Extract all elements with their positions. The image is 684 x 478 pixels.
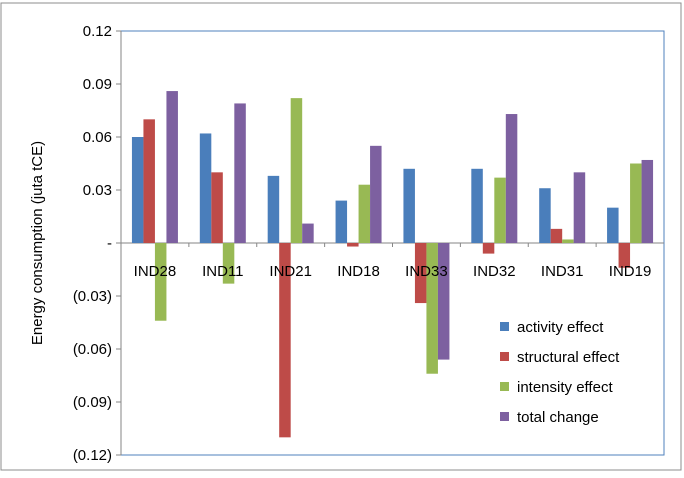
bar-ind33-total-change [437, 243, 450, 360]
bar-ind32-activity-effect [471, 168, 483, 243]
bar-ind19-structural-effect [618, 243, 631, 268]
legend-swatch [500, 322, 509, 331]
legend-swatch [500, 412, 509, 421]
bar-ind19-total-change [641, 159, 654, 243]
y-tick-label: (0.06) [73, 341, 112, 358]
bar-ind21-activity-effect [267, 175, 280, 243]
bar-ind33-structural-effect [414, 243, 427, 304]
bar-ind31-structural-effect [550, 228, 563, 243]
y-tick-label: (0.03) [73, 288, 112, 305]
legend: activity effect structural effect intensit… [500, 319, 620, 426]
bar-ind31-activity-effect [539, 188, 551, 243]
x-tick-label: IND21 [269, 263, 312, 280]
y-tick-label: - [107, 235, 112, 252]
y-tick-label: 0.12 [83, 23, 112, 40]
y-tick-label: 0.03 [83, 182, 112, 199]
bar-ind21-total-change [302, 223, 314, 243]
bar-ind33-intensity-effect [426, 243, 438, 374]
bar-ind18-intensity-effect [358, 184, 371, 243]
legend-label: activity effect [517, 319, 604, 336]
bar-ind28-structural-effect [143, 119, 155, 243]
bar-ind11-structural-effect [211, 172, 223, 243]
y-axis-title: Energy consumption (juta tCE) [29, 141, 46, 345]
bar-ind19-activity-effect [607, 207, 619, 243]
bar-ind33-activity-effect [403, 168, 415, 243]
bar-ind28-total-change [166, 91, 178, 243]
bar-ind28-activity-effect [131, 137, 144, 243]
y-tick-label: (0.09) [73, 394, 112, 411]
bar-ind31-total-change [573, 172, 586, 243]
y-tick-label: 0.06 [83, 129, 112, 146]
bar-ind31-intensity-effect [562, 239, 574, 243]
bar-ind21-structural-effect [279, 243, 291, 438]
bar-ind18-total-change [370, 145, 382, 243]
x-tick-label: IND11 [202, 263, 243, 280]
bar-ind19-intensity-effect [630, 163, 642, 243]
x-tick-label: IND28 [134, 263, 177, 280]
bar-ind18-structural-effect [347, 243, 359, 247]
y-tick-label: 0.09 [83, 76, 112, 93]
x-tick-label: IND18 [337, 263, 380, 280]
y-tick-label: (0.12) [73, 447, 112, 464]
x-tick-label: IND32 [473, 263, 516, 280]
x-tick-label: IND19 [609, 263, 652, 280]
bar-ind11-total-change [234, 103, 246, 243]
legend-label: total change [517, 409, 599, 426]
legend-label: intensity effect [517, 379, 613, 396]
legend-label: structural effect [517, 349, 620, 366]
bar-ind21-intensity-effect [290, 98, 303, 243]
bar-ind28-intensity-effect [154, 243, 167, 321]
legend-swatch [500, 382, 509, 391]
x-tick-label: IND31 [541, 263, 584, 280]
bar-ind11-intensity-effect [222, 243, 235, 284]
bar-ind32-intensity-effect [494, 177, 506, 243]
bar-ind11-activity-effect [199, 133, 212, 243]
bar-ind18-activity-effect [335, 200, 348, 243]
legend-swatch [500, 352, 509, 361]
x-tick-label: IND33 [405, 263, 448, 280]
bar-ind32-structural-effect [482, 243, 495, 254]
bar-ind32-total-change [505, 114, 518, 244]
plot-area: 0.12 0.09 0.06 0.03 - (0.03) (0.06) (0.09) (0.12… [73, 23, 665, 464]
